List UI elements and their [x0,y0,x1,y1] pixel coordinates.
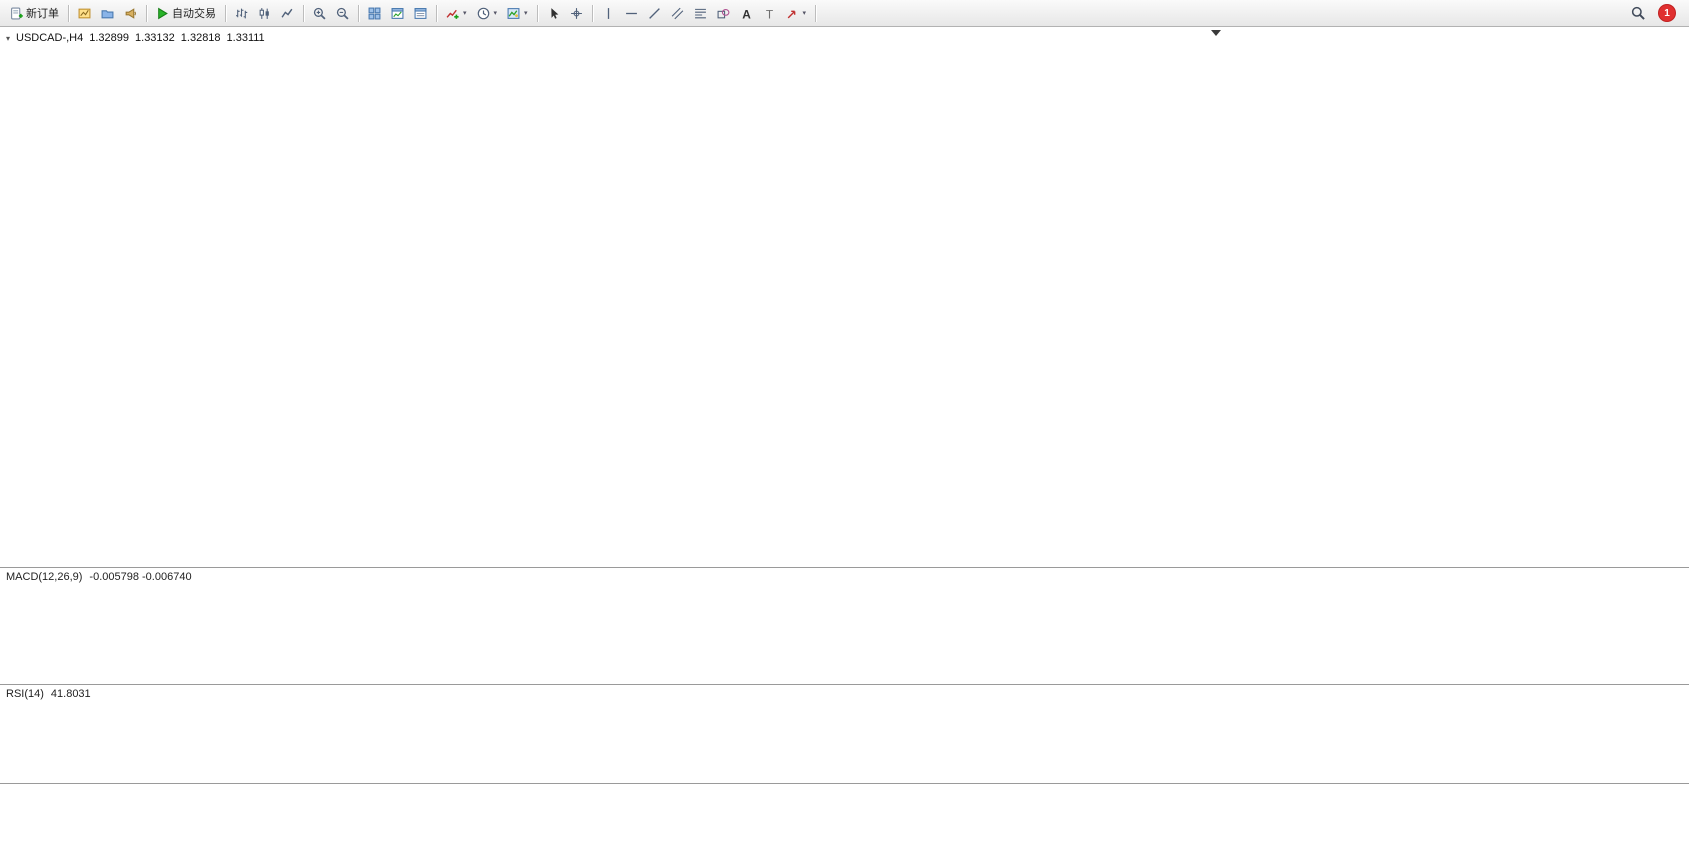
shapes-button[interactable] [712,2,735,24]
window-chart-icon [391,7,404,19]
search-button[interactable] [1626,2,1650,24]
toolbar-button-groups: 新订单 自动交易 ▾ ▾ ▾ A T ▾ [5,2,811,24]
tline-icon [648,7,660,19]
alerts-button[interactable] [119,2,142,24]
tile-windows-button[interactable] [363,2,386,24]
new-chart-button[interactable] [73,2,96,24]
new-order-button[interactable]: 新订单 [5,2,64,24]
time-axis[interactable] [0,787,1543,803]
arrows-button[interactable]: ▾ [781,2,812,24]
dropdown-caret-icon: ▾ [524,10,528,17]
toolbar-separator [591,4,593,22]
zoom-out-button[interactable] [331,2,354,24]
label-t-icon: T [765,7,772,20]
fibonacci-button[interactable] [689,2,712,24]
indicators-button[interactable]: ▾ [441,2,472,24]
bars-icon [236,8,248,18]
text-button[interactable]: A [735,2,758,24]
new-order-icon [11,7,23,19]
macd-panel-header: MACD(12,26,9) -0.005798 -0.006740 [6,571,192,583]
dropdown-caret-icon: ▾ [493,10,498,17]
macd-panel-splitter[interactable] [0,567,1689,569]
megaphone-icon [125,7,136,19]
rsi-panel-splitter[interactable] [0,684,1689,686]
vline-icon [607,7,609,19]
rsi-label: RSI(14) [6,688,44,700]
chart-ohlc-header: ▾ USDCAD-,H4 1.32899 1.33132 1.32818 1.3… [6,32,265,44]
macd-values: -0.005798 -0.006740 [89,571,192,583]
periods-button[interactable]: ▾ [472,2,503,24]
toolbar-separator [358,4,359,22]
vertical-line-button[interactable] [597,2,620,24]
templates-button[interactable]: ▾ [502,2,533,24]
ohlc-close: 1.33111 [226,32,265,44]
toolbar-right: 1 [1626,2,1684,24]
indicator-add-icon [446,9,459,19]
autotrading-button-label: 自动交易 [172,8,216,20]
toolbar-separator [225,4,226,22]
crosshair-button[interactable] [565,2,588,24]
toolbar-separator [815,4,817,22]
chart-shift-marker[interactable] [1211,30,1221,36]
cursor-button[interactable] [542,2,565,24]
notification-badge[interactable]: 1 [1659,5,1675,21]
ohlc-open: 1.32899 [89,32,130,44]
notification-count: 1 [1664,7,1670,19]
rsi-value: 41.8031 [50,688,91,700]
candles-icon [259,7,269,19]
search-icon [1631,6,1645,20]
zoom-out-icon [336,7,349,20]
horizontal-line-button[interactable] [620,2,643,24]
macd-label: MACD(12,26,9) [6,571,83,583]
svg-text:A: A [742,7,751,20]
time-axis-splitter [0,783,1689,785]
autotrading-button[interactable]: 自动交易 [151,2,221,24]
ohlc-high: 1.33132 [135,32,175,44]
text-a-icon: A [742,7,751,20]
label-button[interactable]: T [758,2,781,24]
hline-icon [625,12,637,14]
toolbar-separator [146,4,147,22]
play-icon [158,7,168,19]
toolbar-separator [303,4,304,22]
fibo-icon [694,8,706,18]
toolbar-separator [436,4,437,22]
zoom-in-icon [313,7,326,20]
ohlc-low: 1.32818 [180,32,221,44]
toolbar-separator [536,4,538,22]
clock-icon [477,7,489,19]
profiles-icon [101,9,114,18]
arrow-draw-icon [787,10,795,18]
dropdown-caret-icon: ▾ [463,10,467,17]
candlestick-chart-button[interactable] [253,2,276,24]
crosshair-icon [570,7,582,19]
trendline-button[interactable] [643,2,666,24]
toolbar-separator [68,4,69,22]
cursor-icon [550,7,558,19]
zoom-in-button[interactable] [308,2,331,24]
chart-list-button[interactable] [409,2,432,24]
collapse-caret-icon[interactable]: ▾ [6,33,11,43]
template-icon [507,7,520,19]
new-order-button-label: 新订单 [26,8,59,20]
toolbar: 新订单 自动交易 ▾ ▾ ▾ A T ▾ 1 [0,0,1689,27]
dropdown-caret-icon: ▾ [802,10,807,17]
line-chart-button[interactable] [276,2,299,24]
rsi-panel-header: RSI(14) 41.8031 [6,688,91,700]
bar-chart-button[interactable] [230,2,253,24]
chart-add-icon [78,8,91,18]
new-chart-window-button[interactable] [386,2,409,24]
channel-button[interactable] [666,2,689,24]
tile-icon [368,7,381,19]
shapes-icon [717,8,730,18]
line-chart-icon [281,8,293,18]
svg-text:T: T [765,7,772,20]
symbol-period-label: USDCAD-,H4 [16,32,84,44]
profiles-button[interactable] [96,2,119,24]
channel-icon [671,7,683,19]
window-list-icon [414,7,427,19]
